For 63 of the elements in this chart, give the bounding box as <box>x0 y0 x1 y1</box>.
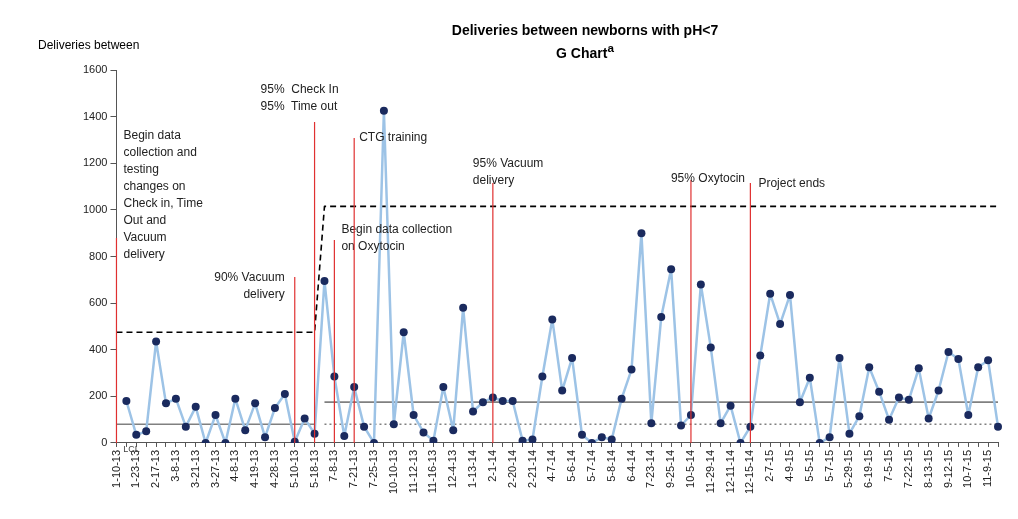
x-tick-label: 12-15-14 <box>743 449 756 495</box>
x-tick-label: 7-8-13 <box>327 449 340 482</box>
y-tick-label: 0 <box>101 436 108 448</box>
x-tick-label: 7-25-13 <box>367 449 380 488</box>
ref-line-label: 90% Vacuum delivery <box>214 270 285 302</box>
x-tick-label: 11-9-15 <box>981 449 994 488</box>
x-tick-label: 3-27-13 <box>208 449 221 488</box>
x-tick-label: 10-7-15 <box>961 449 974 488</box>
x-tick-label: 5-29-15 <box>842 449 855 488</box>
x-tick-label: 2-21-14 <box>525 449 538 488</box>
y-tick-label: 1200 <box>82 156 108 169</box>
x-tick-label: 9-25-14 <box>664 449 677 488</box>
x-tick-label: 3-8-13 <box>168 449 181 482</box>
y-tick-label: 800 <box>89 249 108 262</box>
ref-line-label: 95% Oxytocin <box>670 171 745 186</box>
x-tick-label: 5-18-13 <box>307 449 320 488</box>
y-tick-label: 200 <box>89 389 108 402</box>
x-tick-label: 6-4-14 <box>624 449 637 482</box>
x-tick-label: 2-7-15 <box>763 449 776 482</box>
ref-line-label: 95% Vacuum delivery <box>472 156 544 188</box>
x-tick-label: 12-11-14 <box>723 449 736 494</box>
x-tick-label: 8-13-15 <box>921 449 934 488</box>
x-tick-label: 5-7-14 <box>584 449 597 482</box>
x-tick-label: 7-21-13 <box>347 449 360 488</box>
x-tick-label: 5-8-14 <box>604 449 617 482</box>
x-tick-label: 4-7-14 <box>545 449 558 482</box>
x-tick-label: 1-13-14 <box>466 449 479 488</box>
x-tick-label: 11-12-13 <box>406 449 419 494</box>
x-tick-label: 1-10-13 <box>109 449 122 488</box>
x-tick-label: 5-7-15 <box>822 449 835 482</box>
x-tick-label: 12-4-13 <box>446 449 459 488</box>
x-tick-label: 9-12-15 <box>941 449 954 488</box>
y-tick-label: 1400 <box>82 109 108 122</box>
y-tick-label: 1000 <box>82 202 108 215</box>
ref-line-label: Project ends <box>758 176 826 191</box>
x-tick-label: 10-5-14 <box>683 449 696 488</box>
y-axis-title: Deliveries between <box>38 38 140 52</box>
x-tick-label: 7-5-15 <box>882 449 895 482</box>
chart-subtitle: G Chart$^{a}$ <box>555 40 615 62</box>
y-tick-label: 400 <box>89 342 108 355</box>
x-tick-label: 2-1-14 <box>485 449 498 482</box>
x-tick-label: 4-8-13 <box>228 449 241 482</box>
x-tick-label: 7-22-15 <box>901 449 914 488</box>
x-tick-label: 6-19-15 <box>862 449 875 488</box>
ref-line-label: 95% Check In 95% Time out <box>260 82 339 114</box>
x-tick-label: 11-29-14 <box>703 449 716 494</box>
x-tick-label: 4-28-13 <box>267 449 280 488</box>
ref-line-label: CTG training <box>359 130 428 145</box>
chart-title: Deliveries between newborns with pH<7 <box>450 22 720 39</box>
x-tick-label: 5-5-15 <box>802 449 815 482</box>
x-tick-label: 7-23-14 <box>644 449 657 488</box>
ref-line-label: Begin data collection and testing changes on Check in, Time Out and Vacuum delivery <box>123 128 204 262</box>
x-tick-label: 5-10-13 <box>287 449 300 488</box>
x-tick-label: 5-6-14 <box>565 449 578 482</box>
y-tick-label: 600 <box>89 296 108 309</box>
x-tick-label: 4-9-15 <box>783 449 796 482</box>
y-tick-label: 1600 <box>82 63 108 76</box>
x-tick-label: 3-21-13 <box>188 449 201 488</box>
x-tick-label: 4-19-13 <box>248 449 261 488</box>
x-tick-label: 2-17-13 <box>149 449 162 488</box>
x-tick-label: 2-20-14 <box>505 449 518 488</box>
x-tick-label: 10-10-13 <box>386 449 399 495</box>
x-tick-label: 11-16-13 <box>426 449 439 494</box>
